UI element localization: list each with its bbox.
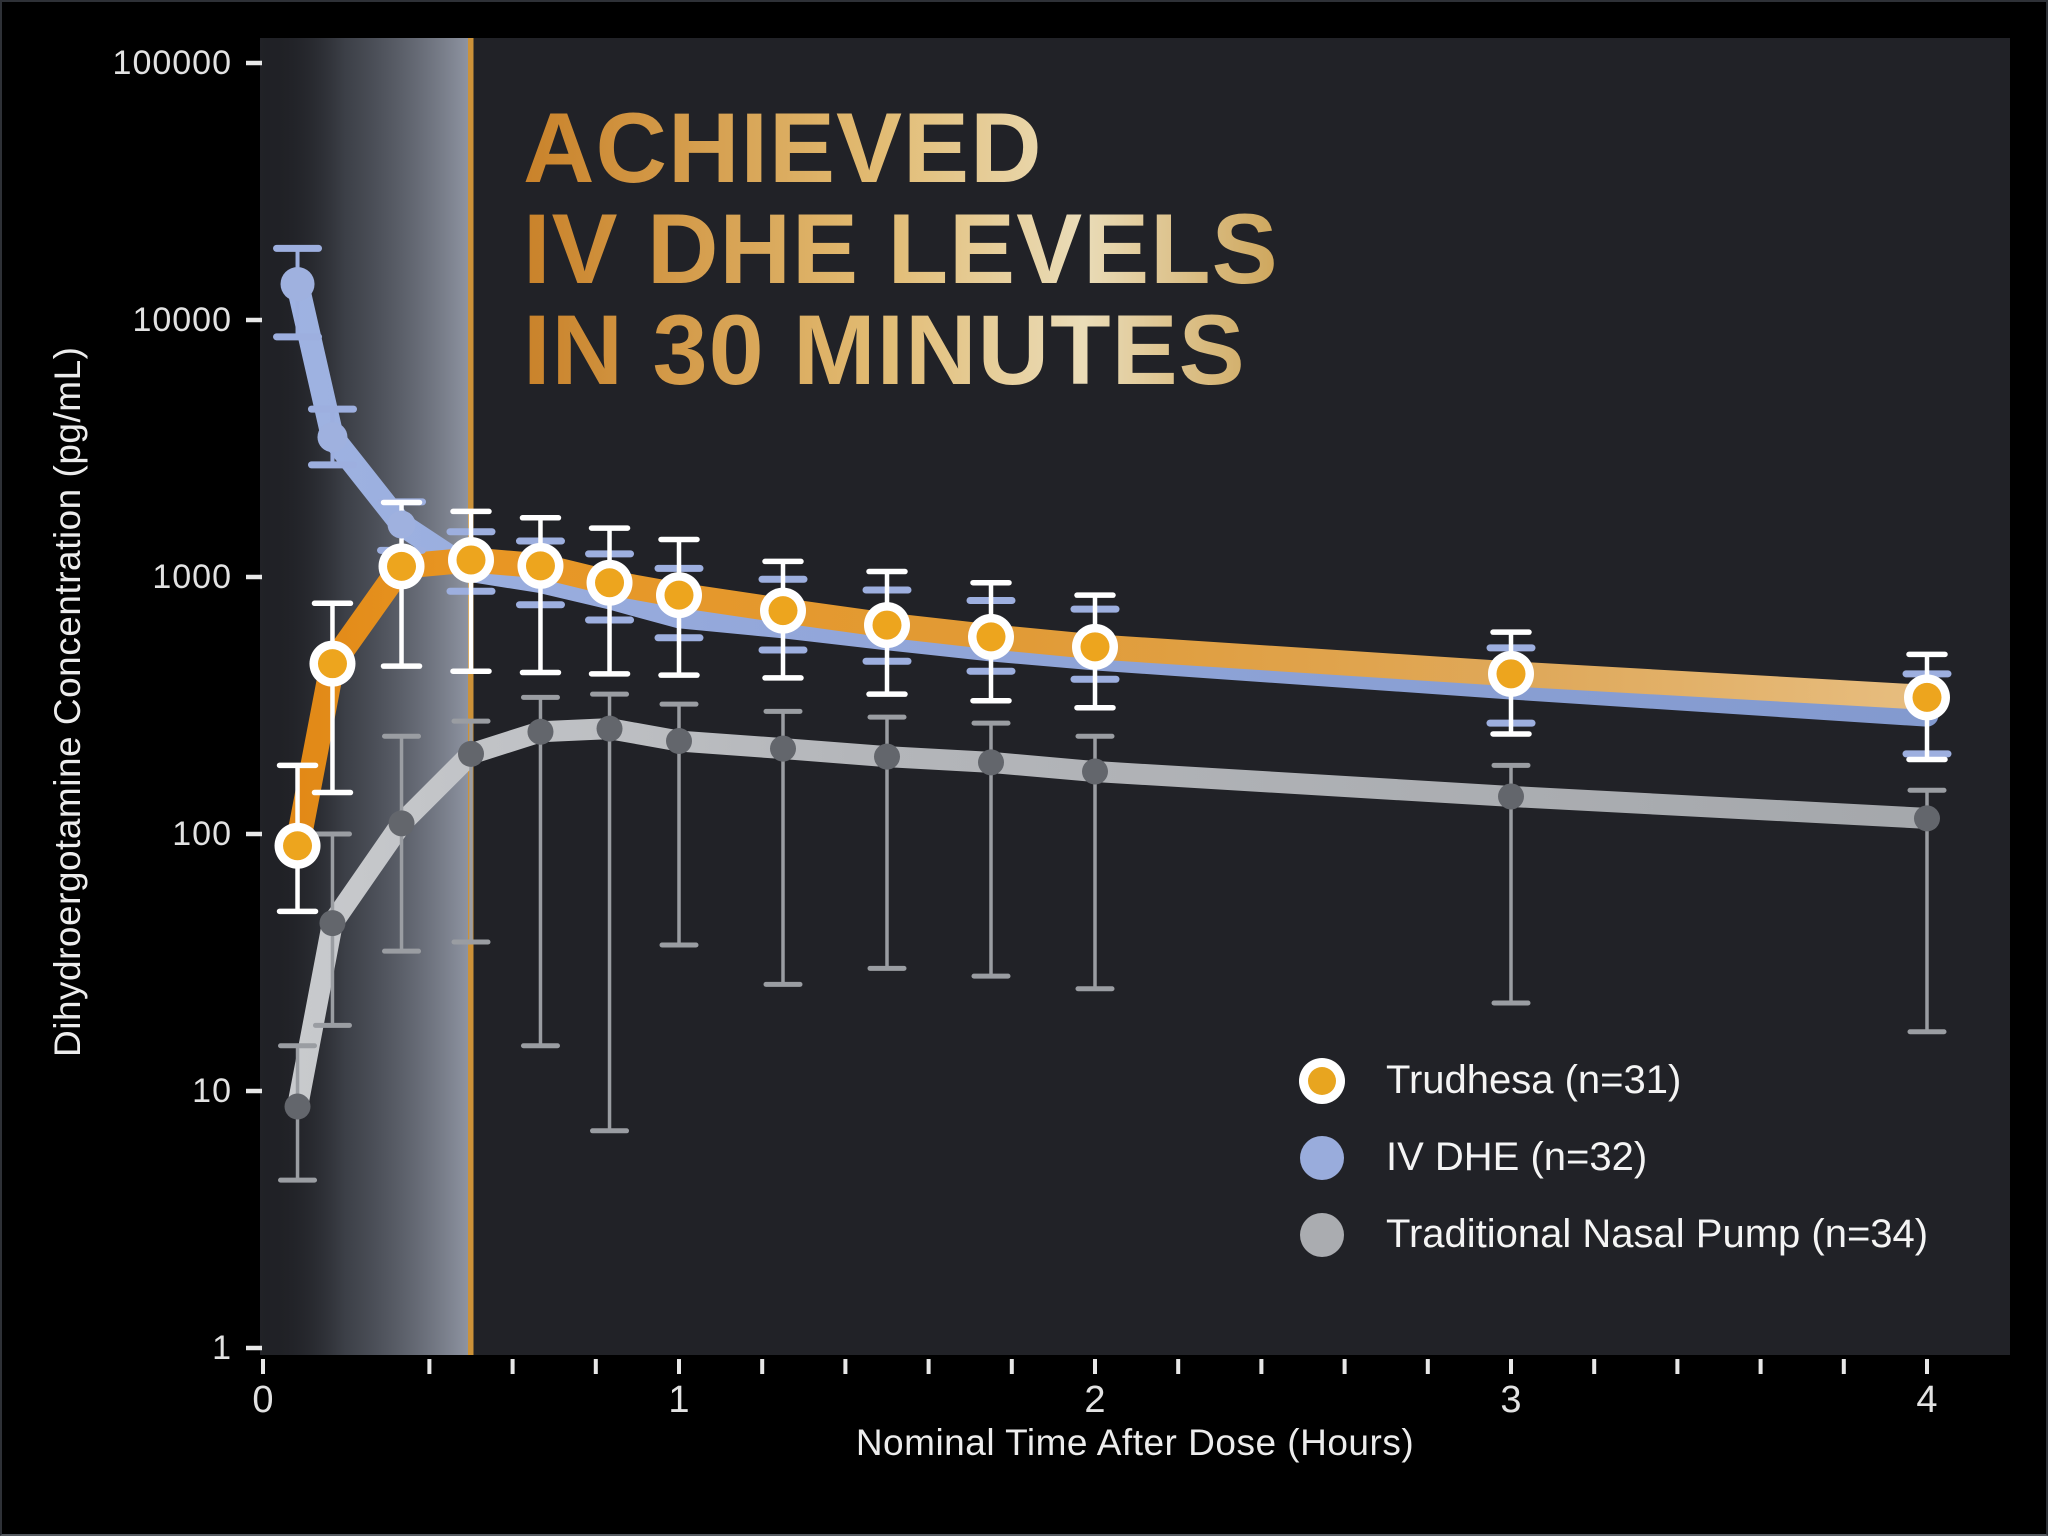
legend-item-nasal-pump: Traditional Nasal Pump (n=34): [1292, 1196, 1928, 1273]
y-tick-label: 100000: [113, 44, 232, 82]
nasal-pump-marker-icon: [1292, 1205, 1352, 1265]
chart-title-line-3: IN 30 MINUTES: [523, 299, 1279, 400]
legend-label-nasal-pump: Traditional Nasal Pump (n=34): [1386, 1212, 1929, 1256]
y-axis: 1 10 100 1000 10000 100000: [113, 44, 262, 1367]
x-tick-label: 0: [252, 1379, 273, 1421]
legend-label-trudhesa: Trudhesa (n=31): [1386, 1058, 1682, 1102]
nasal-pump-markers: [284, 715, 1940, 1120]
legend-label-ivdhe: IV DHE (n=32): [1386, 1135, 1648, 1179]
x-axis-title: Nominal Time After Dose (Hours): [855, 1422, 1415, 1463]
y-tick-label: 1000: [152, 558, 232, 596]
y-tick-label: 1: [212, 1329, 232, 1367]
chart-title-line-2: IV DHE LEVELS: [523, 193, 1279, 304]
ivdhe-marker-icon: [1292, 1128, 1352, 1188]
y-tick-label: 100: [172, 815, 232, 853]
x-tick-label: 2: [1084, 1379, 1105, 1421]
chart-title: ACHIEVED IV DHE LEVELS IN 30 MINUTES: [523, 97, 1279, 400]
x-axis: 0 1 2 3 4: [252, 1359, 1938, 1421]
y-tick-label: 10000: [132, 301, 232, 339]
legend-item-ivdhe: IV DHE (n=32): [1292, 1119, 1928, 1196]
chart-title-line-1: ACHIEVED: [523, 97, 1279, 198]
x-tick-label: 1: [668, 1379, 689, 1421]
legend: Trudhesa (n=31) IV DHE (n=32) Traditiona…: [1292, 1042, 1928, 1273]
trudhesa-markers: [274, 536, 1950, 869]
legend-item-trudhesa: Trudhesa (n=31): [1292, 1042, 1928, 1119]
pre-30min-shaded-region: [260, 38, 471, 1355]
y-tick-label: 10: [192, 1072, 232, 1110]
30-minute-marker-line: [468, 38, 474, 1355]
iv-dhe-markers: [280, 267, 416, 539]
x-tick-label: 3: [1500, 1379, 1521, 1421]
x-tick-label: 4: [1916, 1379, 1937, 1421]
trudhesa-marker-icon: [1292, 1051, 1352, 1111]
y-axis-title: Dihydroergotamine Concentration (pg/mL): [47, 346, 88, 1058]
